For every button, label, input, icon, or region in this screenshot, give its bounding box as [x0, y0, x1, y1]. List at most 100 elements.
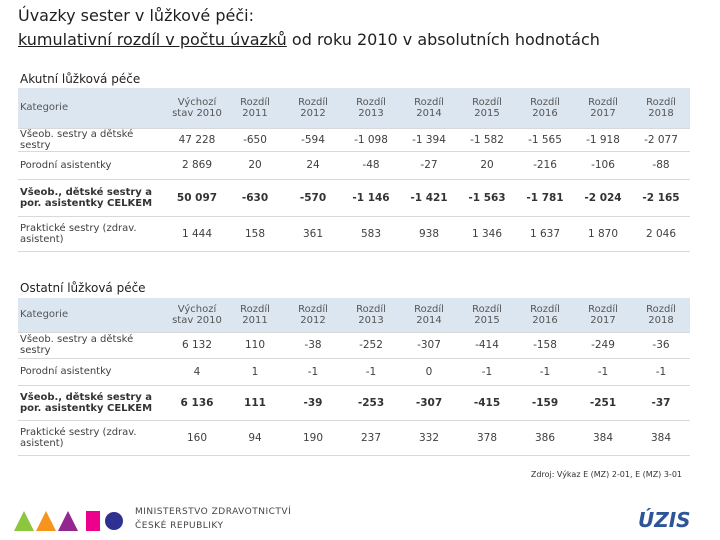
cell: 24: [284, 151, 342, 180]
cell: 94: [226, 420, 284, 456]
title-rest: od roku 2010 v absolutních hodnotách: [286, 30, 600, 49]
cell: -158: [516, 332, 574, 359]
row-label: Všeob., dětské sestry a por. asistentky …: [18, 385, 168, 421]
cell: 110: [226, 332, 284, 359]
header-cell: Rozdíl 2017: [574, 298, 632, 333]
table-row: Praktické sestry (zdrav. asistent) 1 444 1…: [18, 216, 690, 252]
cell: -106: [574, 151, 632, 180]
header-cell: Výchozí stav 2010: [168, 298, 226, 333]
cell: -1 146: [342, 179, 400, 217]
cell: 160: [168, 420, 226, 456]
section-title: Ostatní lůžková péče: [20, 281, 146, 295]
cell: -38: [284, 332, 342, 359]
cell: -650: [226, 128, 284, 152]
cell: 1 346: [458, 216, 516, 252]
cell: 237: [342, 420, 400, 456]
table-row: Všeob. sestry a dětské sestry 6 132 110 -38…: [18, 332, 690, 359]
data-table: Kategorie Výchozí stav 2010 Rozdíl 2011 Roz…: [18, 88, 690, 252]
cell: 47 228: [168, 128, 226, 152]
cell: 1 637: [516, 216, 574, 252]
header-cell: Kategorie: [18, 88, 168, 129]
header-cell: Výchozí stav 2010: [168, 88, 226, 129]
table-row: Porodní asistentky 4 1 -1 -1 0 -1 -1 -1 -1: [18, 358, 690, 386]
cell: 158: [226, 216, 284, 252]
cell: 190: [284, 420, 342, 456]
header-cell: Rozdíl 2015: [458, 298, 516, 333]
cell: -1: [284, 358, 342, 386]
header-cell: Rozdíl 2018: [632, 88, 690, 129]
table-row: Porodní asistentky 2 869 20 24 -48 -27 20 -216-…: [18, 151, 690, 180]
header-cell: Rozdíl 2013: [342, 298, 400, 333]
row-label: Všeob., dětské sestry a por. asistentky …: [18, 179, 168, 217]
cell: -39: [284, 385, 342, 421]
cell: -1: [574, 358, 632, 386]
header-cell: Rozdíl 2011: [226, 298, 284, 333]
cell: -1 394: [400, 128, 458, 152]
cell: 386: [516, 420, 574, 456]
cell: -27: [400, 151, 458, 180]
row-label: Všeob. sestry a dětské sestry: [18, 332, 168, 359]
title: Úvazky sester v lůžkové péči:: [18, 6, 254, 25]
cell: -249: [574, 332, 632, 359]
uzis-logo: ÚZIS: [638, 508, 691, 532]
cell: -1: [342, 358, 400, 386]
cell: -594: [284, 128, 342, 152]
cell: -570: [284, 179, 342, 217]
cell: -1 565: [516, 128, 574, 152]
cell: -307: [400, 385, 458, 421]
cell: 111: [226, 385, 284, 421]
cell: 2 046: [632, 216, 690, 252]
cell: 1 870: [574, 216, 632, 252]
cell: -159: [516, 385, 574, 421]
ministry: ČESKÉ REPUBLIKY: [135, 521, 224, 531]
cell: -253: [342, 385, 400, 421]
cell: -1: [632, 358, 690, 386]
header-cell: Rozdíl 2015: [458, 88, 516, 129]
cell: -1: [516, 358, 574, 386]
table-row: Všeob., dětské sestry a por. asistentky …: [18, 179, 690, 217]
cell: -414: [458, 332, 516, 359]
header-cell: Rozdíl 2017: [574, 88, 632, 129]
logo-icons: [14, 511, 123, 531]
cell: 938: [400, 216, 458, 252]
table-row: Všeob., dětské sestry a por. asistentky …: [18, 385, 690, 421]
header-cell: Rozdíl 2016: [516, 298, 574, 333]
title-underlined: kumulativní rozdíl v počtu úvazků: [18, 30, 287, 49]
header-cell: Rozdíl 2011: [226, 88, 284, 129]
cell: -1 582: [458, 128, 516, 152]
cell: 20: [458, 151, 516, 180]
cell: -216: [516, 151, 574, 180]
table-row: Praktické sestry (zdrav. asistent) 160 94 1…: [18, 420, 690, 456]
cell: 384: [574, 420, 632, 456]
cell: -2 165: [632, 179, 690, 217]
row-label: Praktické sestry (zdrav. asistent): [18, 216, 168, 252]
table-row: Všeob. sestry a dětské sestry 47 228 -650-…: [18, 128, 690, 152]
data-table: Kategorie Výchozí stav 2010 Rozdíl 2011 Roz…: [18, 298, 690, 456]
title: kumulativní rozdíl v počtu úvazků od rok…: [18, 30, 600, 49]
cell: 378: [458, 420, 516, 456]
cell: 50 097: [168, 179, 226, 217]
cell: 6 132: [168, 332, 226, 359]
cell: 6 136: [168, 385, 226, 421]
header-row: Kategorie Výchozí stav 2010 Rozdíl 2011 Roz…: [18, 88, 690, 129]
cell: -48: [342, 151, 400, 180]
row-label: Praktické sestry (zdrav. asistent): [18, 420, 168, 456]
cell: -1 781: [516, 179, 574, 217]
cell: -37: [632, 385, 690, 421]
cell: -88: [632, 151, 690, 180]
cell: 361: [284, 216, 342, 252]
header-row: Kategorie Výchozí stav 2010 Rozdíl 2011 Roz…: [18, 298, 690, 333]
cell: -252: [342, 332, 400, 359]
cell: 1: [226, 358, 284, 386]
cell: 2 869: [168, 151, 226, 180]
header-cell: Rozdíl 2013: [342, 88, 400, 129]
header-cell: Rozdíl 2018: [632, 298, 690, 333]
header-cell: Rozdíl 2012: [284, 298, 342, 333]
cell: -2 077: [632, 128, 690, 152]
cell: 583: [342, 216, 400, 252]
cell: 4: [168, 358, 226, 386]
cell: -1 421: [400, 179, 458, 217]
cell: 384: [632, 420, 690, 456]
cell: 0: [400, 358, 458, 386]
cell: -251: [574, 385, 632, 421]
